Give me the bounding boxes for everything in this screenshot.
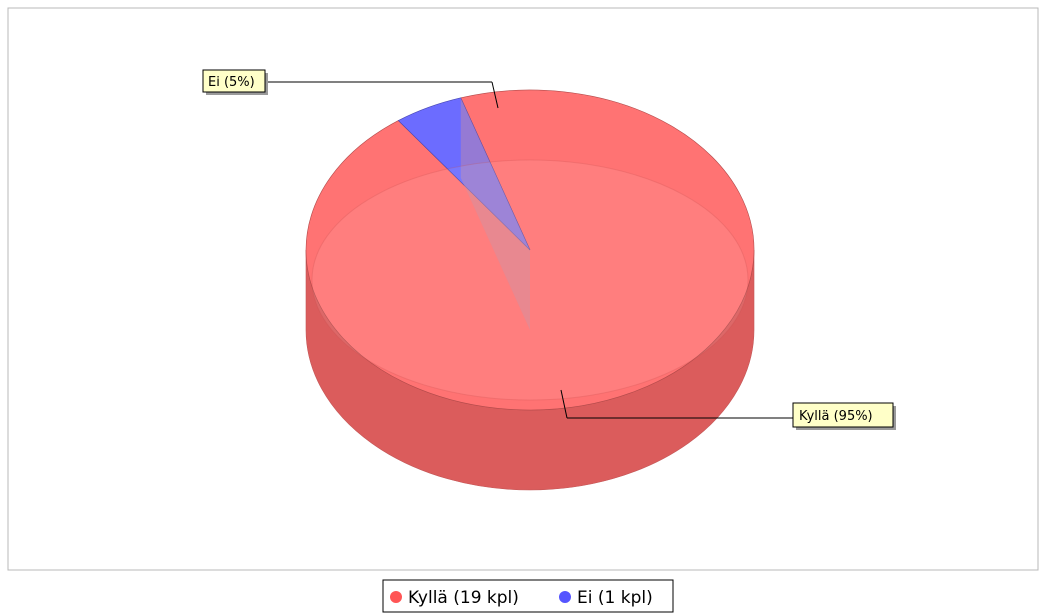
label-box-ei <box>202 69 266 93</box>
leader-kylla-v <box>560 389 568 419</box>
legend-swatch-kylla <box>390 591 402 603</box>
slice-label-kylla: Kyllä (95%) <box>560 389 896 430</box>
label-box-kylla <box>792 402 894 428</box>
legend-box <box>382 579 674 613</box>
legend-label-ei: Ei (1 kpl) <box>577 588 653 608</box>
pie-slice-ei <box>397 97 531 251</box>
legend-label-kylla: Kyllä (19 kpl) <box>408 588 519 608</box>
pie-inner-wall <box>460 97 530 330</box>
slice-label-ei: Ei (5%) <box>202 69 499 109</box>
leader-ei-v <box>491 81 499 109</box>
label-text-kylla: Kyllä (95%) <box>799 409 873 424</box>
label-text-ei: Ei (5%) <box>208 75 255 90</box>
legend-swatch-ei <box>559 591 571 603</box>
pie-top-group <box>305 89 755 411</box>
legend: Kyllä (19 kpl) Ei (1 kpl) <box>382 579 674 613</box>
pie-top-highlight <box>311 159 749 401</box>
